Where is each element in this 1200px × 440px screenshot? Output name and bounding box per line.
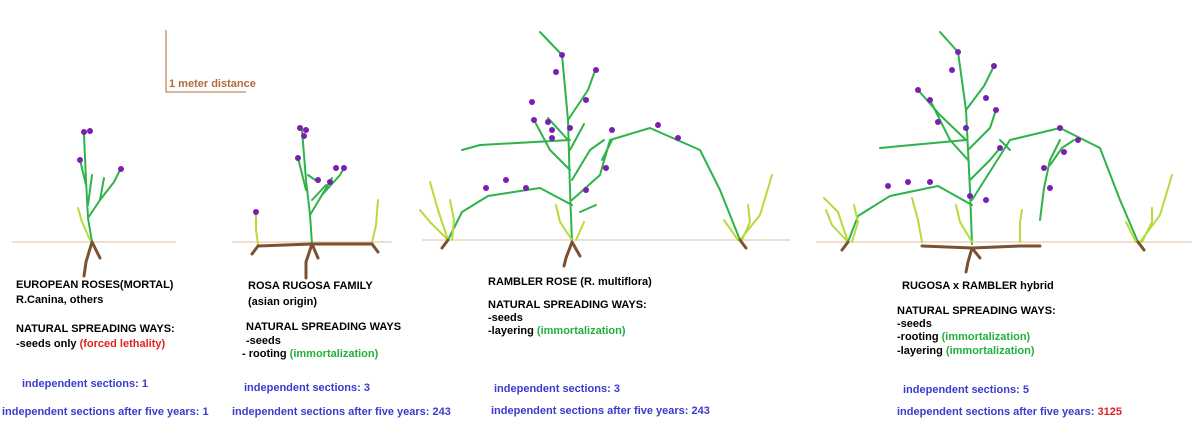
way-note: (immortalization) (536, 325, 626, 337)
way-text: -seeds only (16, 338, 77, 350)
way-text: -layering (488, 325, 534, 337)
panel-1-sections: independent sections: 1 (22, 378, 148, 391)
scale-bar (165, 30, 246, 93)
panel-2-way-2: - rooting (immortalization) (242, 348, 378, 361)
ground-lines (12, 239, 1192, 243)
panel-4-title: RUGOSA x RAMBLER hybrid (902, 280, 1054, 292)
five-year-value: 243 (691, 405, 710, 417)
panel-2-way-1: -seeds (246, 335, 281, 348)
panel-4-way-3: -layering (immortalization) (897, 345, 1035, 358)
way-text: -seeds (246, 335, 281, 347)
way-note: (immortalization) (941, 331, 1031, 343)
five-year-value: 243 (432, 406, 451, 418)
plant-rugosa (250, 125, 380, 280)
panel-2-subtitle: (asian origin) (248, 296, 318, 308)
plant-european (77, 128, 124, 278)
panel-3-sections: independent sections: 3 (494, 383, 620, 396)
way-text: - rooting (242, 348, 287, 360)
way-note: (immortalization) (289, 348, 379, 360)
panel-2-title: ROSA RUGOSA FAMILY (248, 280, 373, 292)
way-text: -seeds (488, 312, 523, 324)
panel-1-subtitle: R.Canina, others (16, 294, 104, 306)
sections-label: independent sections: (494, 383, 611, 395)
panel-4-spreading-heading: NATURAL SPREADING WAYS: (897, 305, 1056, 317)
panel-4-way-1: -seeds (897, 318, 932, 331)
way-text: -layering (897, 345, 943, 357)
panel-3-five-year: independent sections after five years: 2… (491, 405, 710, 418)
sections-value: 3 (613, 383, 620, 395)
panel-2-five-year: independent sections after five years: 2… (232, 406, 451, 419)
panel-4-sections: independent sections: 5 (903, 384, 1029, 397)
panel-1-five-year: independent sections after five years: 1 (2, 406, 209, 419)
way-text: -rooting (897, 331, 939, 343)
sections-value: 1 (141, 378, 148, 390)
five-year-label: independent sections after five years: (2, 406, 200, 418)
way-text: -seeds (897, 318, 932, 330)
panel-4-five-year: independent sections after five years: 3… (897, 406, 1122, 419)
scale-label: 1 meter distance (169, 78, 256, 90)
plant-hybrid (823, 31, 1173, 274)
panel-3-title: RAMBLER ROSE (R. multiflora) (488, 276, 652, 288)
panel-3-way-2: -layering (immortalization) (488, 325, 626, 338)
way-note: (immortalization) (945, 345, 1035, 357)
sections-label: independent sections: (244, 382, 361, 394)
panel-2-sections: independent sections: 3 (244, 382, 370, 395)
five-year-label: independent sections after five years: (232, 406, 430, 418)
five-year-label: independent sections after five years: (491, 405, 689, 417)
sections-value: 3 (363, 382, 370, 394)
panel-1-way-1: -seeds only (forced lethality) (16, 338, 165, 351)
panel-3-way-1: -seeds (488, 312, 523, 325)
panel-1-spreading-heading: NATURAL SPREADING WAYS: (16, 323, 175, 335)
plant-rambler (419, 31, 773, 268)
sections-value: 5 (1022, 384, 1029, 396)
way-note: (forced lethality) (79, 338, 166, 350)
panel-3-spreading-heading: NATURAL SPREADING WAYS: (488, 299, 647, 311)
panel-2-spreading-heading: NATURAL SPREADING WAYS (246, 321, 402, 333)
panel-1-title: EUROPEAN ROSES(MORTAL) (16, 279, 174, 291)
sections-label: independent sections: (903, 384, 1020, 396)
five-year-value: 3125 (1097, 406, 1122, 418)
sections-label: independent sections: (22, 378, 139, 390)
panel-4-way-2: -rooting (immortalization) (897, 331, 1030, 344)
five-year-label: independent sections after five years: (897, 406, 1095, 418)
five-year-value: 1 (202, 406, 209, 418)
